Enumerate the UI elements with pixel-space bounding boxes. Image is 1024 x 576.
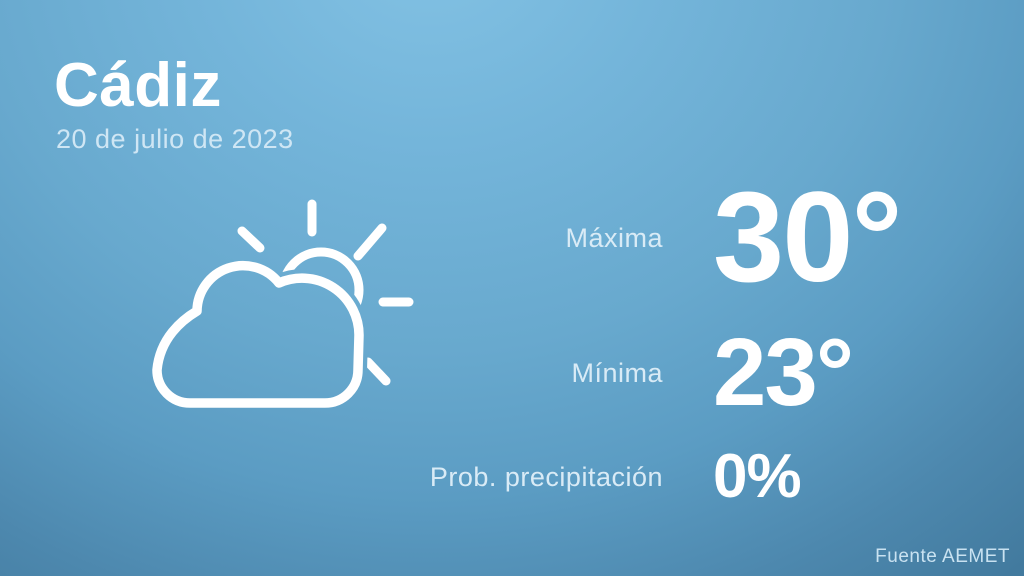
sun-with-rays (237, 199, 414, 386)
sun-circle (278, 247, 364, 333)
title-block: Cádiz 20 de julio de 2023 (54, 51, 294, 155)
precipitation-value: 0% (713, 442, 802, 511)
cloud-outline (152, 260, 364, 408)
sun-ray-top-left (237, 226, 265, 253)
sun-behind-cloud-icon (152, 199, 414, 408)
maxima-label: Máxima (565, 222, 663, 253)
sun-ray-bottom-right (363, 357, 391, 386)
source-attribution: Fuente AEMET (875, 546, 1010, 567)
metric-row-maxima: Máxima 30° (343, 174, 1003, 302)
precipitation-label: Prob. precipitación (429, 461, 663, 492)
sun-ray-top-right (353, 223, 387, 261)
minima-value: 23° (713, 319, 854, 426)
date-text: 20 de julio de 2023 (56, 124, 294, 155)
metric-row-minima: Mínima 23° (343, 318, 1003, 428)
maxima-value: 30° (713, 166, 903, 309)
metric-row-precipitation: Prob. precipitación 0% (343, 427, 1003, 527)
page-title: Cádiz (54, 51, 222, 120)
minima-label: Mínima (571, 357, 663, 388)
